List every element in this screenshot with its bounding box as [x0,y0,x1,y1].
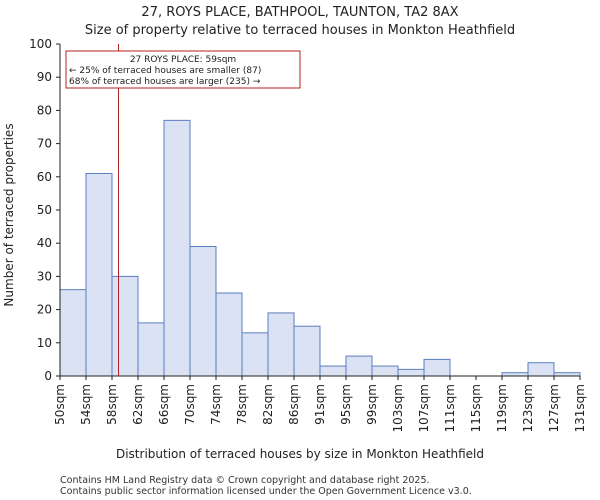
bar-95sqm [345,355,373,377]
annotation-line-2: ← 25% of terraced houses are smaller (87… [69,66,261,76]
x-tick-label-107sqm: 107sqm [417,384,431,432]
y-tick-label-0: 0 [44,369,52,383]
annotation-line-3: 68% of terraced houses are larger (235) … [69,77,261,87]
bar-86sqm [293,325,321,377]
bar-54sqm [85,172,113,377]
x-tick-label-66sqm: 66sqm [157,384,171,425]
y-tick-label-90: 90 [37,70,52,84]
annotation-line-1: 27 ROYS PLACE: 59sqm [130,55,236,65]
x-tick-label-58sqm: 58sqm [105,384,119,425]
bar-78sqm [241,332,269,377]
bar-62sqm [137,322,165,377]
x-tick-label-119sqm: 119sqm [495,384,509,432]
chart-title: 27, ROYS PLACE, BATHPOOL, TAUNTON, TA2 8… [141,5,458,20]
annotation-box [65,50,301,89]
y-tick-label-20: 20 [37,303,52,317]
bar-99sqm [371,365,399,377]
x-tick-label-131sqm: 131sqm [573,384,587,432]
x-tick-label-78sqm: 78sqm [235,384,249,425]
x-tick-label-50sqm: 50sqm [53,384,67,425]
y-tick-label-50: 50 [37,203,52,217]
x-tick-label-82sqm: 82sqm [261,384,275,425]
x-tick-label-103sqm: 103sqm [391,384,405,432]
bars-group [59,119,581,377]
bar-107sqm [423,358,451,377]
bar-123sqm [527,362,555,377]
x-tick-label-115sqm: 115sqm [469,384,483,432]
footer-line-1: Contains HM Land Registry data © Crown c… [60,475,430,486]
y-tick-label-80: 80 [37,103,52,117]
y-tick-label-70: 70 [37,137,52,151]
bar-91sqm [319,365,347,377]
bar-50sqm [59,289,87,377]
x-tick-label-86sqm: 86sqm [287,384,301,425]
x-tick-label-74sqm: 74sqm [209,384,223,425]
x-tick-label-62sqm: 62sqm [131,384,145,425]
x-tick-label-123sqm: 123sqm [521,384,535,432]
footer-line-2: Contains public sector information licen… [60,486,472,497]
x-tick-label-111sqm: 111sqm [443,384,457,432]
y-tick-label-60: 60 [37,170,52,184]
x-axis-label: Distribution of terraced houses by size … [116,447,484,461]
x-tick-label-127sqm: 127sqm [547,384,561,432]
property-annotation: 27 ROYS PLACE: 59sqm ← 25% of terraced h… [65,50,301,89]
y-tick-label-30: 30 [37,269,52,283]
x-tick-label-95sqm: 95sqm [339,384,353,425]
chart-subtitle: Size of property relative to terraced ho… [85,23,515,38]
bar-103sqm [397,368,425,377]
x-tick-label-91sqm: 91sqm [313,384,327,425]
x-axis: 50sqm 54sqm 58sqm 62sqm 66sqm 70sqm 74sqm 78sqm… [53,376,587,432]
bar-70sqm [189,246,217,377]
y-tick-label-100: 100 [29,37,52,51]
bar-82sqm [267,312,295,377]
y-axis: 0 10 20 30 40 50 60 70 80 90 100 [29,37,60,383]
bar-58sqm [111,275,139,377]
x-tick-label-70sqm: 70sqm [183,384,197,425]
y-tick-label-10: 10 [37,336,52,350]
x-tick-label-99sqm: 99sqm [365,384,379,425]
bar-74sqm [215,292,243,377]
y-axis-label: Number of terraced properties [2,123,16,306]
bar-66sqm [163,119,191,377]
y-tick-label-40: 40 [37,236,52,250]
x-tick-label-54sqm: 54sqm [79,384,93,425]
